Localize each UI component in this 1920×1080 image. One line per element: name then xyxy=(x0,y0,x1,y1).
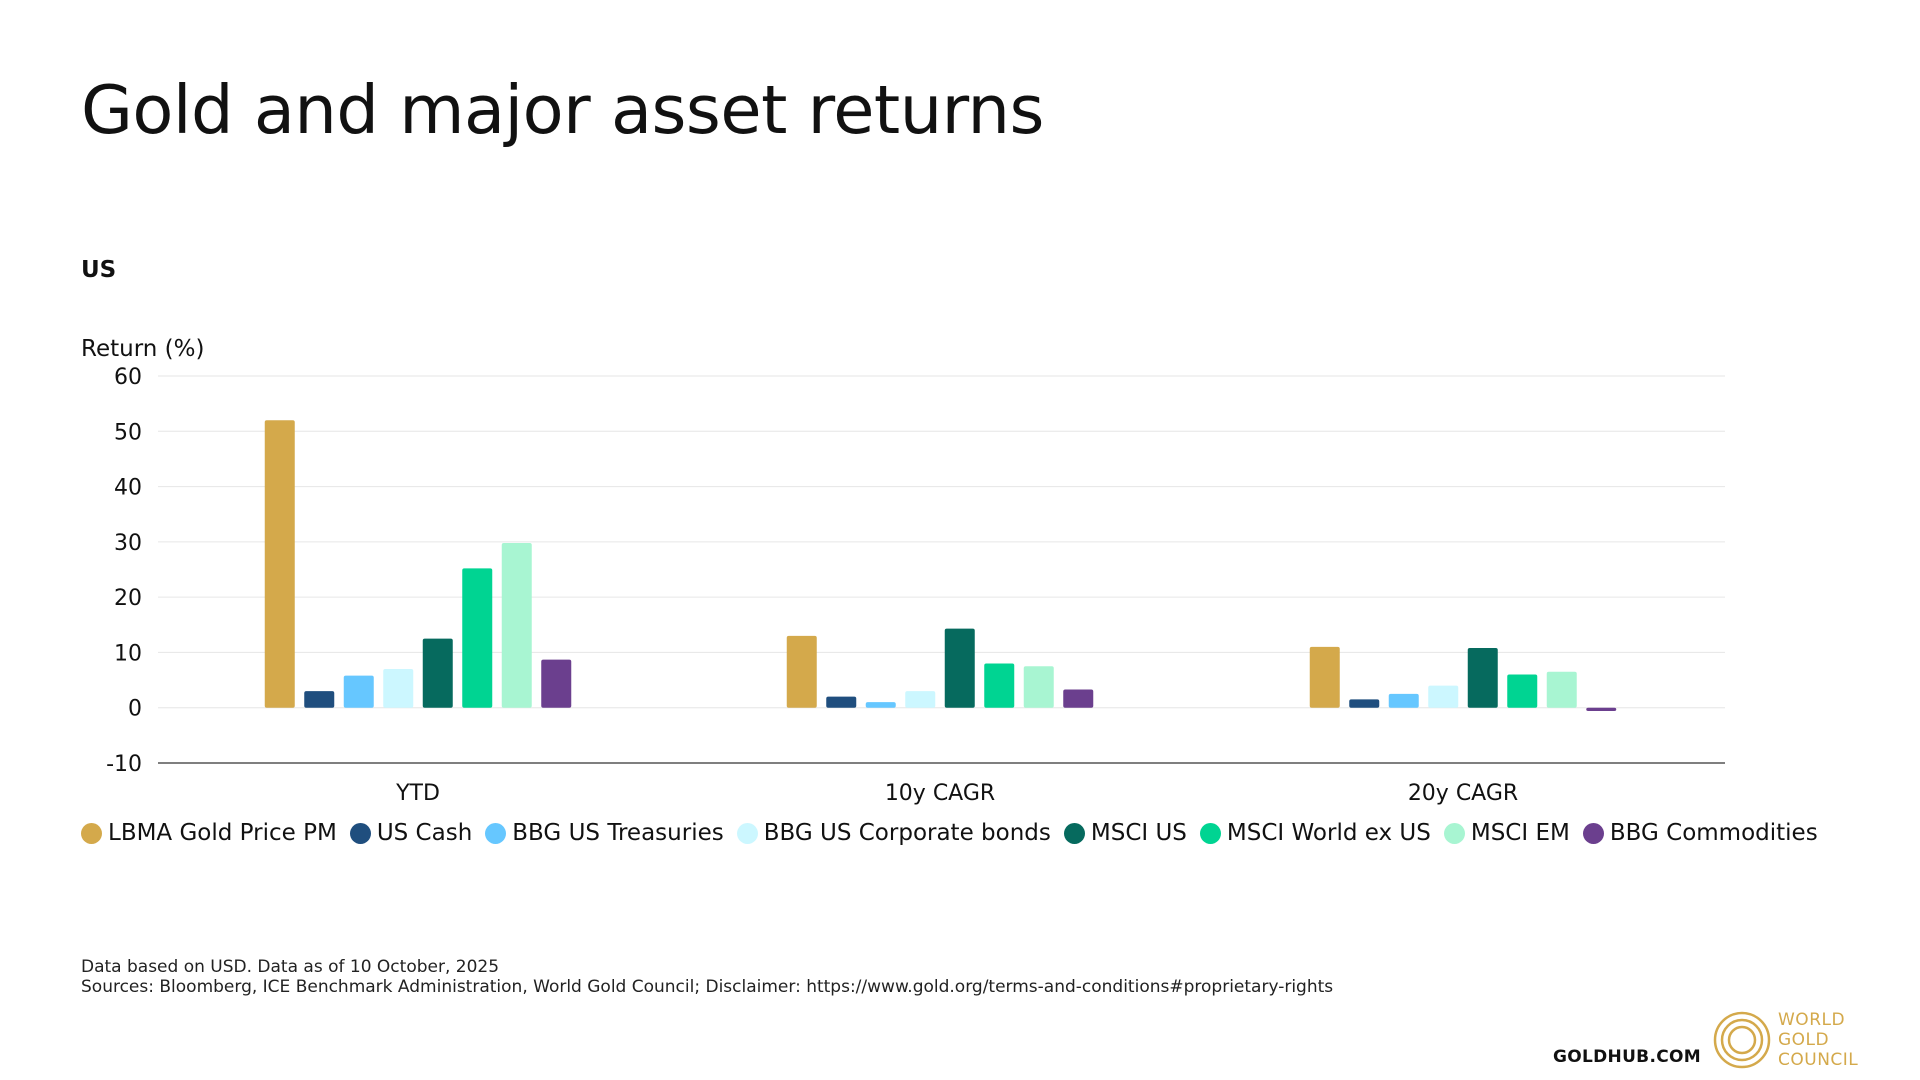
bar-0-4 xyxy=(422,638,453,708)
x-tick-label: 20y CAGR xyxy=(1408,781,1518,806)
logo-word-3: COUNCIL xyxy=(1778,1050,1859,1070)
legend-item: US Cash xyxy=(349,820,473,846)
bar-1-6 xyxy=(1023,666,1054,708)
legend-label: BBG US Corporate bonds xyxy=(763,820,1051,846)
bar-1-4 xyxy=(944,628,975,708)
bar-1-5 xyxy=(984,663,1015,708)
bar-2-2 xyxy=(1388,693,1419,708)
world-gold-council-logo: WORLD GOLD COUNCIL xyxy=(1712,1010,1860,1072)
bar-0-6 xyxy=(501,542,532,708)
logo-wordmark: WORLD GOLD COUNCIL xyxy=(1778,1010,1858,1070)
bar-2-7 xyxy=(1586,707,1617,712)
logo-word-1: WORLD xyxy=(1778,1010,1846,1030)
legend-swatch xyxy=(349,822,371,844)
y-tick-label: -10 xyxy=(106,752,142,777)
legend-swatch xyxy=(81,822,102,844)
y-tick-label: 20 xyxy=(114,586,142,611)
bar-0-2 xyxy=(343,675,374,708)
x-axis-ticks: YTD 10y CAGR 20y CAGR xyxy=(395,781,1518,806)
y-tick-label: 60 xyxy=(114,365,142,390)
legend-item: BBG US Treasuries xyxy=(485,820,724,846)
gridlines xyxy=(158,375,1725,764)
bar-2-4 xyxy=(1467,648,1498,708)
legend-label: BBG US Treasuries xyxy=(512,820,724,846)
y-tick-label: 50 xyxy=(114,420,142,445)
bar-0-3 xyxy=(383,669,414,708)
bar-2-5 xyxy=(1507,674,1538,708)
bar-1-3 xyxy=(905,691,936,708)
y-tick-label: 40 xyxy=(114,476,142,501)
y-axis-ticks: 60 50 40 30 20 10 0 -10 xyxy=(106,365,142,777)
legend-item: BBG US Corporate bonds xyxy=(736,820,1051,846)
bar-2-6 xyxy=(1546,671,1577,708)
y-tick-label: 10 xyxy=(114,641,142,666)
legend-swatch xyxy=(1443,822,1465,844)
bar-0-7 xyxy=(541,659,572,708)
legend-label: MSCI US xyxy=(1090,820,1187,846)
bar-0-1 xyxy=(304,691,335,708)
bar-2-1 xyxy=(1349,699,1380,708)
legend-label: MSCI EM xyxy=(1470,820,1570,846)
bar-0-0 xyxy=(264,420,295,708)
footnote-line-2: Sources: Bloomberg, ICE Benchmark Admini… xyxy=(81,977,1334,997)
footnote: Data based on USD. Data as of 10 October… xyxy=(81,957,1333,997)
legend-label: US Cash xyxy=(376,820,473,846)
legend-item: BBG Commodities xyxy=(1582,820,1818,846)
bar-0-5 xyxy=(462,568,493,708)
page-title: Gold and major asset returns xyxy=(81,71,1044,149)
chart-legend: LBMA Gold Price PM US Cash BBG US Treasuri… xyxy=(81,820,1831,846)
bar-1-7 xyxy=(1063,689,1094,708)
legend-label: LBMA Gold Price PM xyxy=(108,820,337,846)
x-tick-label: 10y CAGR xyxy=(885,781,995,806)
chart-subtitle: US xyxy=(81,257,117,283)
legend-item: MSCI EM xyxy=(1443,820,1570,846)
bar-1-0 xyxy=(786,635,817,708)
bar-1-2 xyxy=(865,702,896,708)
bar-2-0 xyxy=(1309,646,1340,708)
legend-label: MSCI World ex US xyxy=(1226,820,1431,846)
gold-rings-icon xyxy=(1713,1011,1771,1069)
y-tick-label: 30 xyxy=(114,531,142,556)
x-tick-label: YTD xyxy=(395,781,440,806)
legend-item: LBMA Gold Price PM xyxy=(81,820,337,846)
legend-swatch xyxy=(1063,822,1085,844)
bars xyxy=(264,420,1617,712)
bar-1-1 xyxy=(826,696,857,708)
legend-item: MSCI World ex US xyxy=(1199,820,1431,846)
y-tick-label: 0 xyxy=(128,697,142,722)
legend-swatch xyxy=(736,822,758,844)
legend-item: MSCI US xyxy=(1063,820,1187,846)
logo-word-2: GOLD xyxy=(1778,1030,1830,1050)
legend-swatch xyxy=(1199,822,1221,844)
legend-swatch xyxy=(1582,822,1604,844)
bar-2-3 xyxy=(1428,685,1459,708)
legend-swatch xyxy=(485,822,507,844)
footnote-line-1: Data based on USD. Data as of 10 October… xyxy=(81,957,500,977)
goldhub-link[interactable]: GOLDHUB.COM xyxy=(1553,1047,1701,1067)
legend-label: BBG Commodities xyxy=(1609,820,1818,846)
y-axis-label: Return (%) xyxy=(81,336,204,362)
